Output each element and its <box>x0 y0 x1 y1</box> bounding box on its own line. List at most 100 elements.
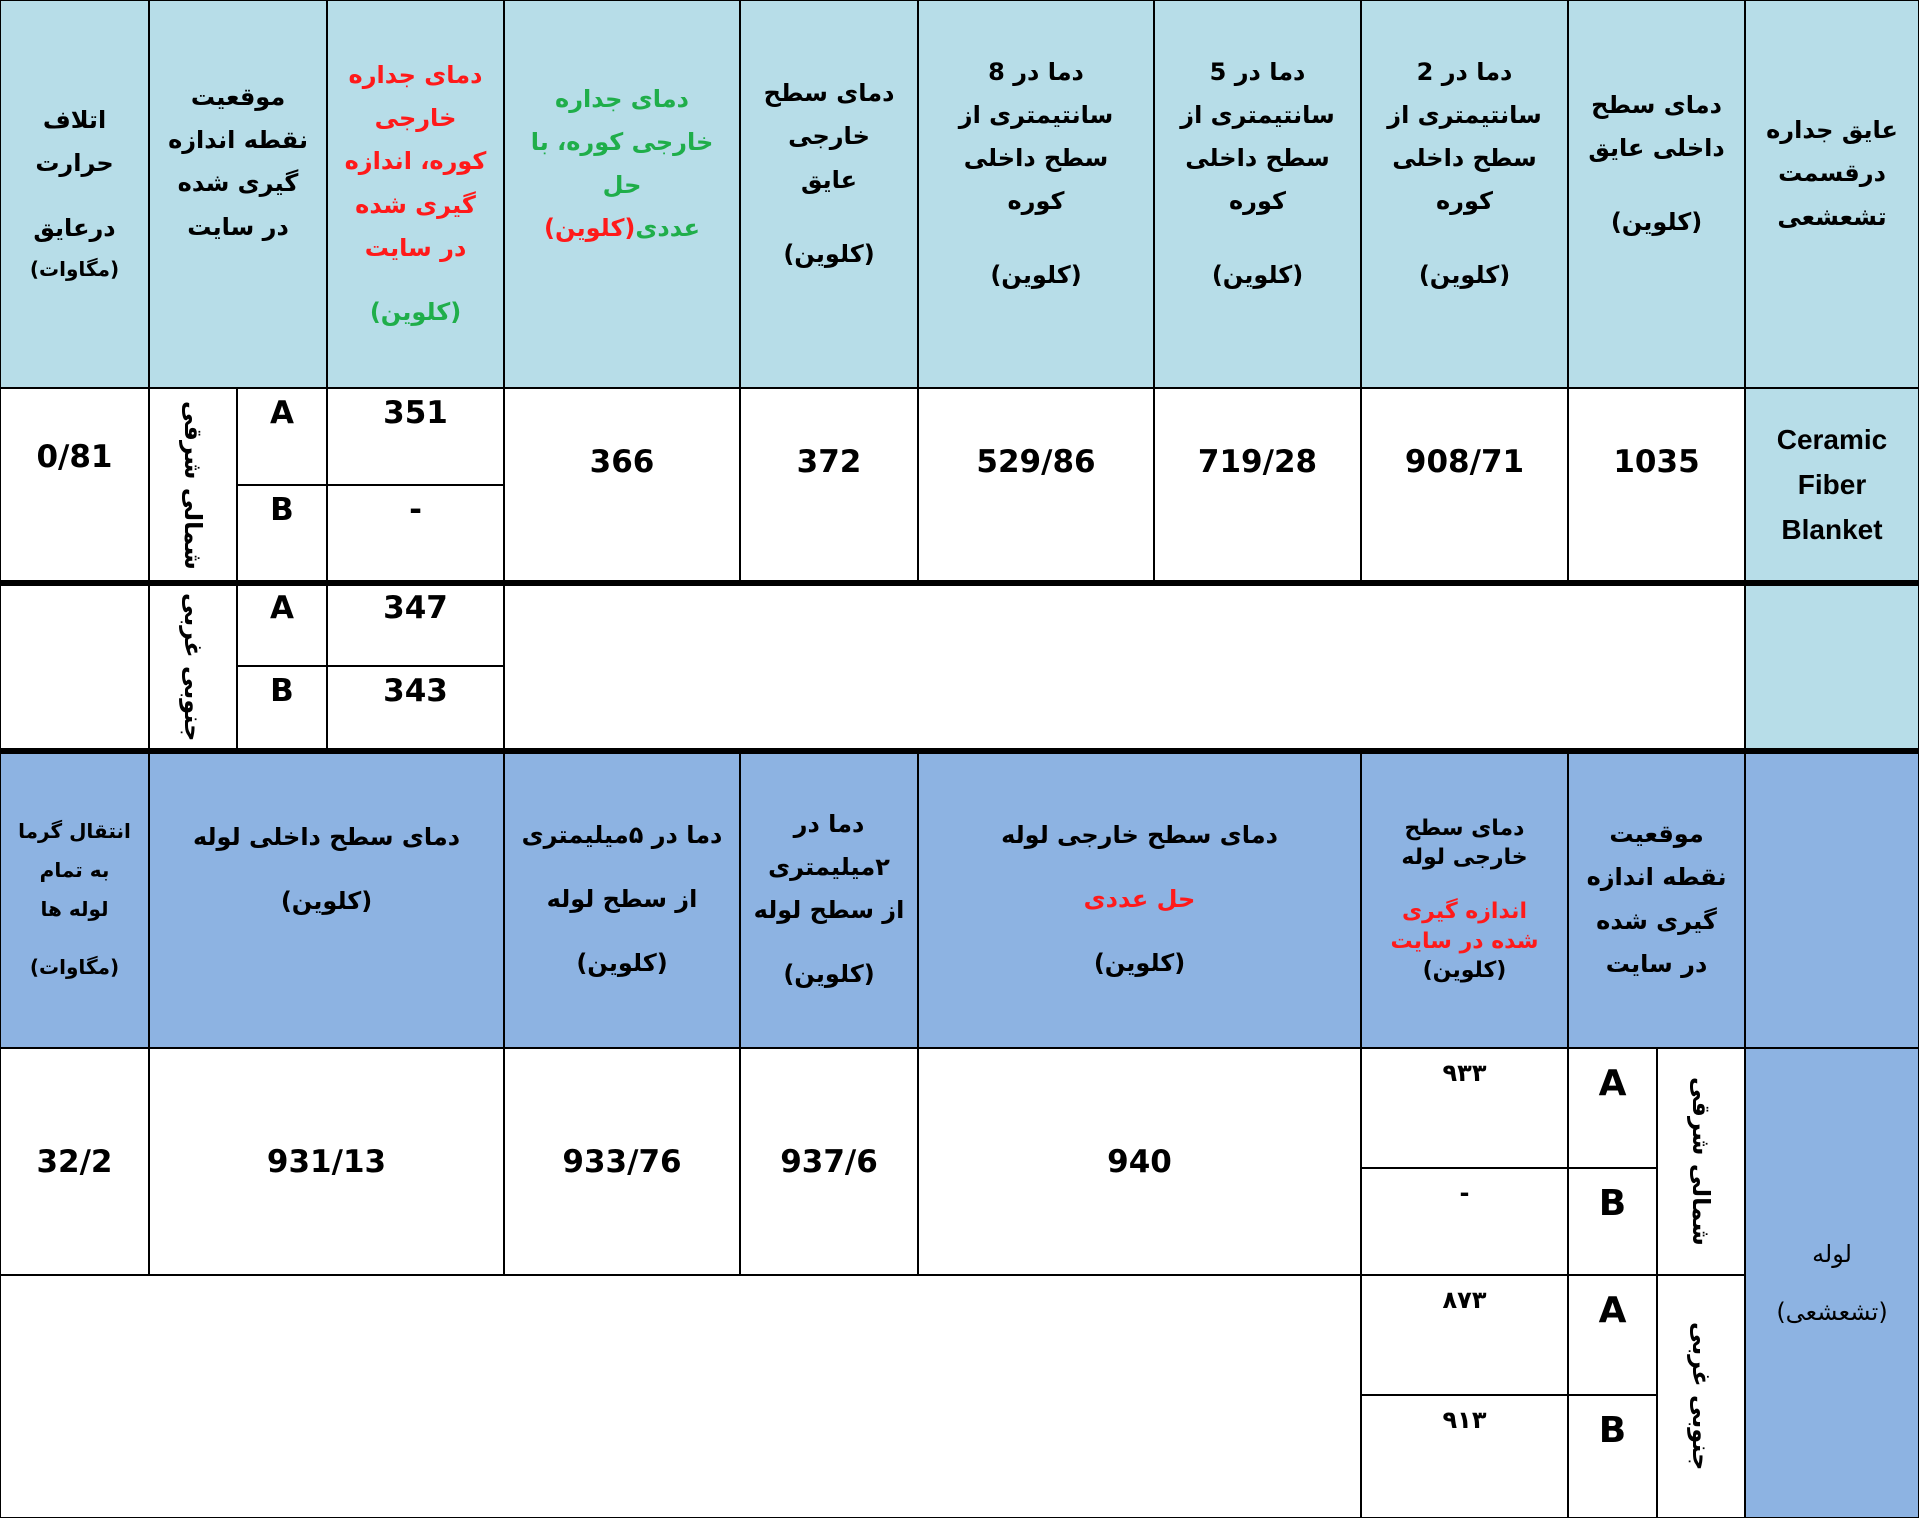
text: اتلاف <box>42 106 107 135</box>
text: حل عددی <box>1083 884 1196 913</box>
text: دمای سطح <box>763 79 895 108</box>
text: (کلوین) <box>544 214 636 243</box>
text: موقعیت <box>1609 820 1704 849</box>
point-b: B <box>237 666 327 751</box>
text: (کلوین) <box>1211 261 1304 290</box>
text: به تمام <box>39 858 110 882</box>
cell-inner-surface: 1035 <box>1568 388 1745 583</box>
text: شده در سایت <box>1390 928 1539 954</box>
text: عددی <box>635 214 700 243</box>
text: (کلوین) <box>1610 208 1703 237</box>
text: در سایت <box>187 212 289 241</box>
text: گیری شده <box>177 169 299 198</box>
cell-2cm: 908/71 <box>1361 388 1568 583</box>
text: دما در 2 <box>1416 57 1513 86</box>
text: حرارت <box>35 149 114 178</box>
location-northeast: شمالی شرقی <box>149 388 237 583</box>
text: سطح داخلی <box>963 143 1109 172</box>
location-southwest: جنوبی غربی <box>1657 1275 1745 1518</box>
text: (کلوین) <box>1418 261 1511 290</box>
text: اندازه گیری <box>1402 899 1527 925</box>
text: (مگاوات) <box>29 955 120 979</box>
cell-measured-a: 351 <box>327 388 504 485</box>
text: (کلوین) <box>783 960 875 989</box>
text: از سطح لوله <box>546 884 698 913</box>
point-a: A <box>237 583 327 666</box>
header-5cm: دما در 5 سانتیمتری از سطح داخلی کوره (کل… <box>1154 0 1361 388</box>
cell-outer-measured-b: ۹۱۳ <box>1361 1395 1568 1518</box>
text: Ceramic <box>1776 424 1888 456</box>
text: تشعشعی <box>1777 202 1887 231</box>
text: کوره <box>1229 187 1286 216</box>
cell-2mm: 937/6 <box>740 1048 918 1275</box>
text: درعایق <box>33 213 116 242</box>
text: خارجی <box>788 122 870 151</box>
header-2cm: دما در 2 سانتیمتری از سطح داخلی کوره (کل… <box>1361 0 1568 388</box>
text: (کلوین) <box>783 239 875 268</box>
header-pipe-location: موقعیت نقطه اندازه گیری شده در سایت <box>1568 751 1745 1048</box>
text: درقسمت <box>1778 159 1886 188</box>
text: (کلوین) <box>576 949 668 978</box>
text: لوله <box>1812 1240 1852 1268</box>
cell-outer-surface: 372 <box>740 388 918 583</box>
header-insulation: عایق جداره درقسمت تشعشعی <box>1745 0 1919 388</box>
text: Fiber <box>1797 469 1867 501</box>
text: (تشعشعی) <box>1776 1298 1888 1326</box>
text: نقطه اندازه <box>1586 863 1727 892</box>
text: (کلوین) <box>369 297 462 326</box>
text: دما در 8 <box>988 57 1084 86</box>
header-8cm: دما در 8 سانتیمتری از سطح داخلی کوره (کل… <box>918 0 1154 388</box>
cell-5cm: 719/28 <box>1154 388 1361 583</box>
divider <box>0 748 1919 754</box>
text: سطح داخلی <box>1392 143 1537 172</box>
text: گیری شده <box>1596 906 1717 935</box>
cell-empty <box>1745 751 1919 1048</box>
text: خارجی <box>374 104 457 133</box>
text: (مگاوات) <box>29 256 120 281</box>
text: سطح داخلی <box>1185 143 1330 172</box>
text: سانتیمتری از <box>958 100 1114 129</box>
text: حل <box>602 171 642 199</box>
text: لوله ها <box>40 897 109 921</box>
cell-5mm: 933/76 <box>504 1048 740 1275</box>
cell-pipe-label: لوله (تشعشعی) <box>1745 1048 1919 1518</box>
cell-outer-measured-b: - <box>1361 1168 1568 1275</box>
text: (کلوین) <box>990 261 1082 290</box>
cell-pipe-inner-surface: 931/13 <box>149 1048 504 1275</box>
text: سانتیمتری از <box>1180 100 1335 129</box>
header-outer-surface: دمای سطح خارجی عایق (کلوین) <box>740 0 918 388</box>
text: (کلوین) <box>1422 957 1507 983</box>
header-heat-loss: اتلاف حرارت درعایق (مگاوات) <box>0 0 149 388</box>
text: از سطح لوله <box>753 896 905 924</box>
text: دمای جداره <box>555 84 689 113</box>
cell-outer-measured-a: ۸۷۳ <box>1361 1275 1568 1395</box>
point-a: A <box>1568 1048 1657 1168</box>
header-outer-measured: دمای سطح خارجی لوله اندازه گیری شده در س… <box>1361 751 1568 1048</box>
cell-measured-b: 343 <box>327 666 504 751</box>
text: (کلوین) <box>1093 949 1186 978</box>
cell-8cm: 529/86 <box>918 388 1154 583</box>
text: موقعیت <box>190 83 286 111</box>
cell-heat-transfer: 32/2 <box>0 1048 149 1275</box>
text: انتقال گرما <box>18 819 131 843</box>
text: داخلی عایق <box>1588 133 1725 162</box>
location-southwest: جنوبی غربی <box>149 583 237 751</box>
text: خارجی کوره، با <box>530 127 714 156</box>
text: دما در 5 <box>1209 57 1306 86</box>
header-numerical-wall: دمای جداره خارجی کوره، با حل عددی(کلوین) <box>504 0 740 388</box>
text: Blanket <box>1781 513 1883 545</box>
header-measured-wall: دمای جداره خارجی کوره، اندازه گیری شده د… <box>327 0 504 388</box>
cell-empty <box>0 1275 1361 1518</box>
text: دمای سطح داخلی لوله <box>192 822 461 851</box>
point-b: B <box>1568 1168 1657 1275</box>
text: (کلوین) <box>280 887 373 915</box>
header-outer-numerical: دمای سطح خارجی لوله حل عددی (کلوین) <box>918 751 1361 1048</box>
point-a: A <box>237 388 327 485</box>
header-location: موقعیت نقطه اندازه گیری شده در سایت <box>149 0 327 388</box>
text: دمای سطح <box>1404 816 1525 842</box>
header-heat-transfer: انتقال گرما به تمام لوله ها (مگاوات) <box>0 751 149 1048</box>
text: عددی(کلوین) <box>544 216 700 241</box>
cell-heat-loss: 0/81 <box>0 388 149 583</box>
header-inner-surface: دمای سطح داخلی عایق (کلوین) <box>1568 0 1745 388</box>
